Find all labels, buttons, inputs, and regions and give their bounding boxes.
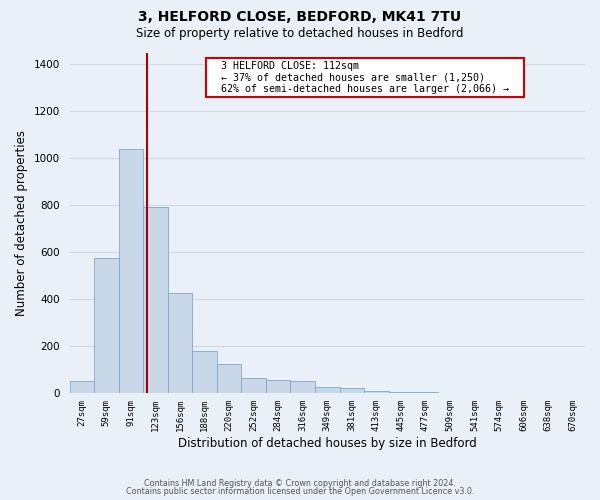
Bar [241, 378, 266, 393]
Bar [143, 208, 168, 393]
Bar [119, 149, 143, 393]
Bar [266, 380, 290, 393]
Bar [364, 390, 389, 393]
Text: Contains HM Land Registry data © Crown copyright and database right 2024.: Contains HM Land Registry data © Crown c… [144, 478, 456, 488]
Bar [217, 364, 241, 393]
Bar [70, 381, 94, 393]
Bar [94, 258, 119, 393]
Bar [168, 293, 192, 393]
Bar [290, 381, 315, 393]
Text: Contains public sector information licensed under the Open Government Licence v3: Contains public sector information licen… [126, 487, 474, 496]
Bar [340, 388, 364, 393]
X-axis label: Distribution of detached houses by size in Bedford: Distribution of detached houses by size … [178, 437, 476, 450]
Bar [315, 387, 340, 393]
Text: Size of property relative to detached houses in Bedford: Size of property relative to detached ho… [136, 28, 464, 40]
Y-axis label: Number of detached properties: Number of detached properties [15, 130, 28, 316]
Text: 3 HELFORD CLOSE: 112sqm  
  ← 37% of detached houses are smaller (1,250)  
  62%: 3 HELFORD CLOSE: 112sqm ← 37% of detache… [209, 61, 521, 94]
Bar [192, 350, 217, 393]
Bar [389, 392, 413, 393]
Text: 3, HELFORD CLOSE, BEDFORD, MK41 7TU: 3, HELFORD CLOSE, BEDFORD, MK41 7TU [139, 10, 461, 24]
